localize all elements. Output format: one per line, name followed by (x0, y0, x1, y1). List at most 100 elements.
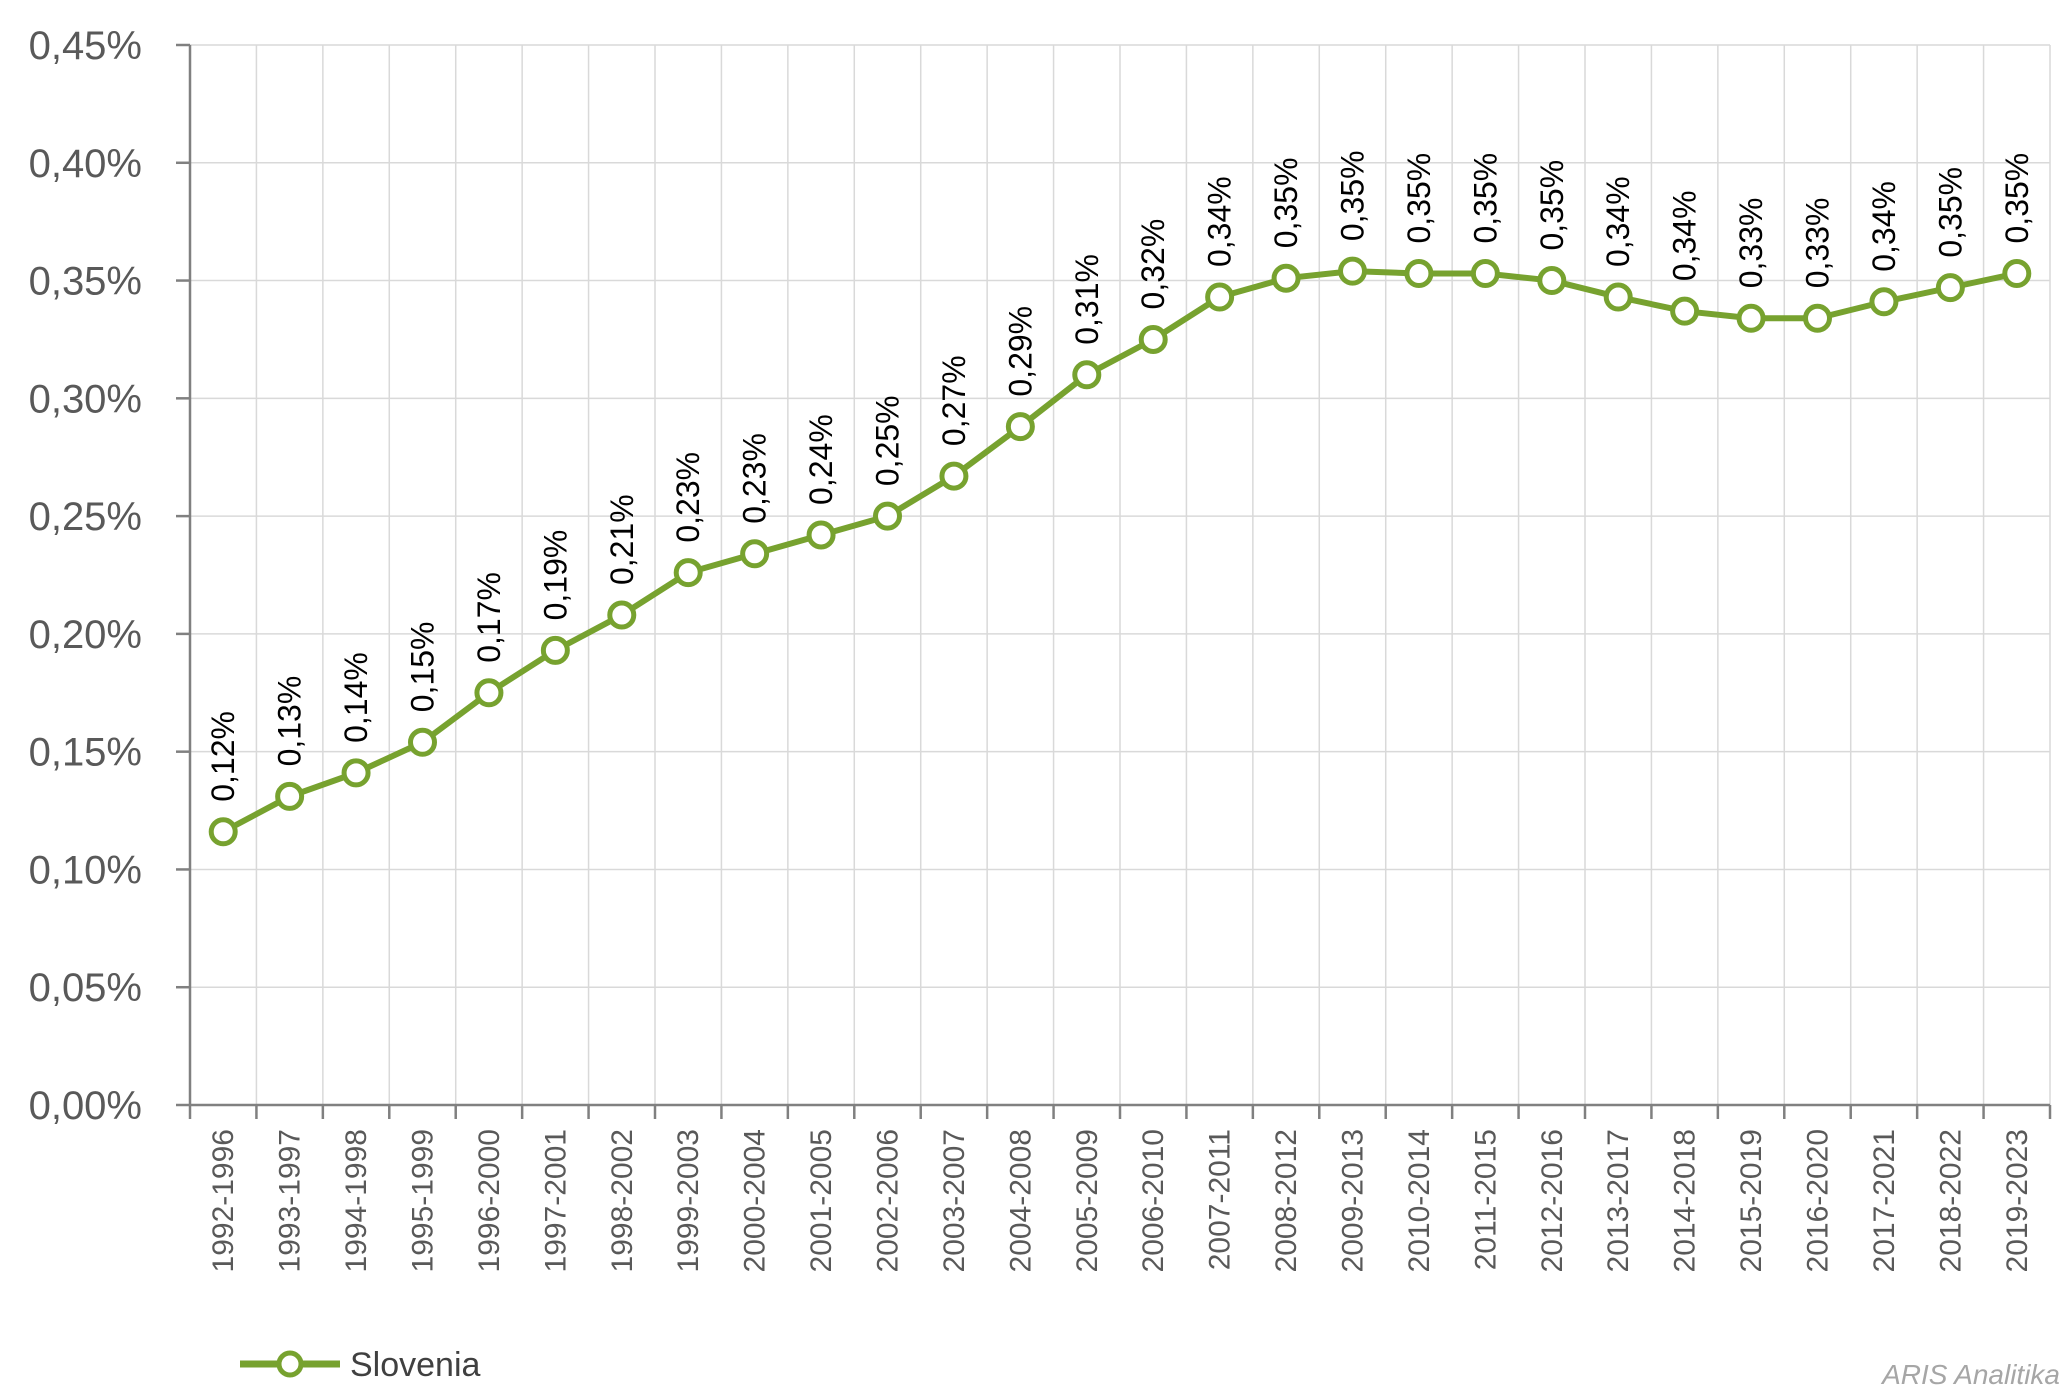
data-label: 0,19% (537, 530, 573, 621)
data-point (1869, 287, 1899, 317)
data-point (1072, 360, 1102, 390)
gridlines (190, 44, 2051, 1105)
data-label: 0,21% (604, 494, 640, 585)
data-label: 0,34% (1202, 176, 1238, 267)
data-point (873, 501, 902, 531)
x-tick-label: 2010-2014 (1403, 1129, 1436, 1272)
data-label: 0,35% (1534, 160, 1570, 251)
data-point (806, 520, 836, 550)
y-tick-label: 0,05% (29, 966, 142, 1010)
data-point (939, 461, 969, 491)
data-point (607, 600, 637, 630)
data-point (1736, 303, 1766, 333)
data-point (1138, 324, 1168, 354)
x-tick-label: 2005-2009 (1071, 1129, 1104, 1272)
data-label: 0,35% (1932, 167, 1968, 258)
x-tick-label: 2019-2023 (2001, 1129, 2034, 1272)
data-point (275, 781, 305, 811)
x-tick-label: 2014-2018 (1669, 1129, 1702, 1272)
x-tick-label: 2011-2015 (1469, 1129, 1502, 1270)
legend-marker (276, 1350, 304, 1378)
x-tick-label: 2009-2013 (1337, 1129, 1370, 1272)
x-tick-label: 1998-2002 (606, 1129, 639, 1272)
data-point (1537, 266, 1567, 296)
data-label: 0,34% (1667, 190, 1703, 281)
y-tick-label: 0,25% (29, 495, 142, 539)
data-label: 0,23% (670, 452, 706, 543)
x-tick-label: 2006-2010 (1137, 1129, 1170, 1272)
data-label: 0,35% (1401, 153, 1437, 244)
data-point (1271, 263, 1301, 293)
y-tick-label: 0,00% (29, 1084, 142, 1128)
y-tick-label: 0,15% (29, 731, 142, 775)
data-point (540, 635, 570, 665)
y-axis: 0,00% 0,05% 0,10% 0,15% 0,20% 0,25% 0,30% 0,35%… (29, 24, 192, 1128)
x-tick-label: 2002-2006 (872, 1129, 905, 1272)
x-tick-label: 2013-2017 (1602, 1129, 1635, 1272)
x-tick-label: 2016-2020 (1802, 1129, 1835, 1272)
x-tick-label: 1995-1999 (407, 1129, 440, 1272)
data-point (2002, 258, 2032, 288)
series-line (221, 268, 2018, 835)
data-label: 0,12% (205, 711, 241, 802)
data-label: 0,23% (737, 433, 773, 524)
data-point (1470, 258, 1500, 288)
x-tick-label: 1994-1998 (340, 1129, 373, 1272)
y-tick-label: 0,35% (29, 260, 142, 304)
data-label: 0,34% (1866, 181, 1902, 272)
data-point (1404, 258, 1434, 288)
y-tick-label: 0,40% (29, 142, 142, 186)
legend: Slovenia (240, 1346, 481, 1384)
data-label: 0,24% (803, 414, 839, 505)
data-label: 0,14% (338, 652, 374, 743)
x-tick-label: 2000-2004 (739, 1129, 772, 1272)
x-tick-label: 1992-1996 (207, 1129, 240, 1272)
x-tick-label: 2003-2007 (938, 1129, 971, 1272)
data-point (1205, 282, 1235, 312)
x-tick-label: 1993-1997 (274, 1129, 307, 1272)
x-tick-label: 2015-2019 (1735, 1129, 1768, 1272)
data-label: 0,34% (1600, 176, 1636, 267)
data-point (740, 539, 770, 569)
y-tick-label: 0,30% (29, 377, 142, 421)
data-point (1603, 282, 1633, 312)
x-tick-label: 1997-2001 (539, 1129, 572, 1272)
x-tick-label: 2017-2021 (1868, 1129, 1901, 1272)
x-tick-label: 2018-2022 (1934, 1129, 1967, 1272)
data-label: 0,27% (936, 355, 972, 446)
data-label: 0,29% (1002, 306, 1038, 397)
x-tick-label: 2008-2012 (1270, 1129, 1303, 1272)
data-label: 0,35% (1268, 157, 1304, 248)
data-point (1338, 256, 1367, 286)
data-label: 0,32% (1135, 219, 1171, 310)
data-point (341, 758, 371, 788)
data-label: 0,15% (405, 622, 441, 713)
data-label: 0,25% (870, 395, 906, 486)
x-tick-label: 2004-2008 (1004, 1129, 1037, 1272)
x-tick-label: 2001-2005 (805, 1129, 838, 1272)
x-tick-label: 2012-2016 (1536, 1129, 1569, 1272)
data-label: 0,31% (1069, 254, 1105, 345)
data-point (1935, 273, 1965, 303)
y-tick-label: 0,10% (29, 848, 142, 892)
x-axis: 1992-1996 1993-1997 1994-1998 1995-1999 1996… (188, 1103, 2052, 1272)
data-point (673, 558, 703, 588)
data-label: 0,35% (1467, 153, 1503, 244)
watermark: ARIS Analitika (1880, 1359, 2060, 1390)
data-label: 0,33% (1733, 198, 1769, 289)
data-label: 0,35% (1999, 153, 2035, 244)
data-point (474, 678, 504, 708)
data-point (1803, 303, 1832, 333)
data-point (408, 727, 437, 757)
data-labels: 0,12% 0,13% 0,14% 0,15% 0,17% 0,19% 0,21% 0,23%… (205, 150, 2035, 801)
x-tick-label: 1999-2003 (672, 1129, 705, 1272)
y-tick-label: 0,20% (29, 613, 142, 657)
data-label: 0,35% (1335, 150, 1371, 241)
legend-label-slovenia: Slovenia (350, 1346, 481, 1384)
x-tick-label: 2007-2011 (1204, 1129, 1237, 1270)
data-label: 0,33% (1800, 198, 1836, 289)
y-tick-label: 0,45% (29, 24, 142, 68)
data-label: 0,17% (471, 572, 507, 663)
data-point (1670, 296, 1700, 326)
